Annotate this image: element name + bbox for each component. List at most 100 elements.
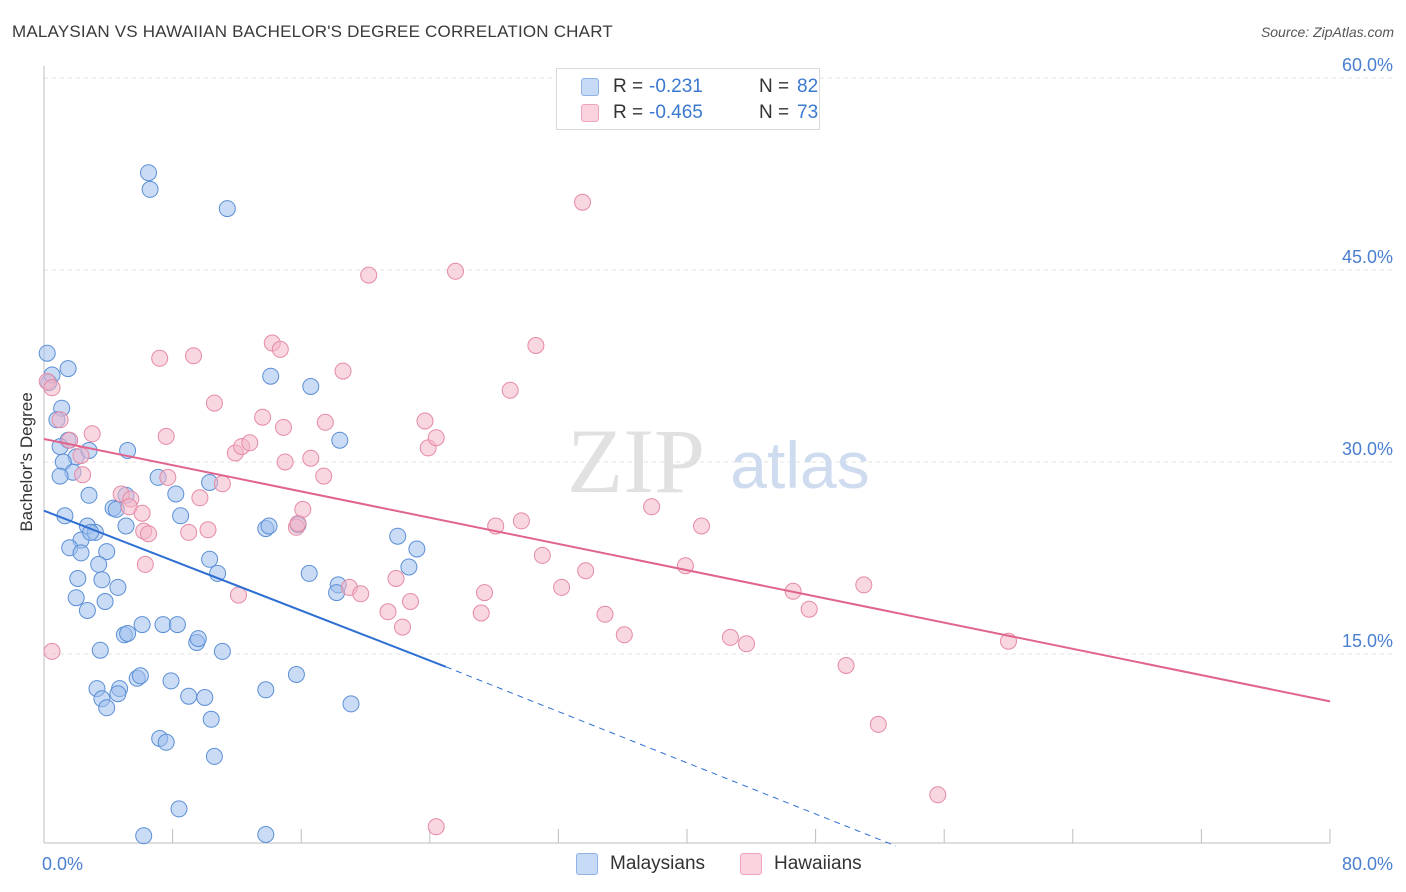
y-tick-label: 15.0% xyxy=(1342,631,1393,651)
hawaiians-point xyxy=(447,262,464,280)
hawaiians-point xyxy=(302,449,320,467)
chart-title: MALAYSIAN VS HAWAIIAN BACHELOR'S DEGREE … xyxy=(12,22,613,41)
hawaiians-point xyxy=(72,447,90,465)
malaysians-point xyxy=(67,589,85,607)
hawaiians-point xyxy=(51,411,69,429)
hawaiians-point xyxy=(387,570,405,587)
hawaiians-point xyxy=(596,605,614,623)
hawaiians-point xyxy=(136,555,154,573)
hawaiians-point xyxy=(276,453,294,471)
hawaiians-point xyxy=(133,504,151,522)
hawaiians-point xyxy=(205,394,223,412)
y-tick-label: 60.0% xyxy=(1342,55,1393,75)
malaysians-point xyxy=(154,616,172,634)
hawaiians-point xyxy=(416,412,434,430)
malaysians-legend-swatch xyxy=(576,853,598,875)
y-tick-label: 30.0% xyxy=(1342,439,1393,459)
malaysians-point xyxy=(331,431,349,449)
legend-label: Malaysians xyxy=(610,853,706,874)
malaysians-point xyxy=(202,710,220,728)
hawaiians-point xyxy=(230,586,247,604)
malaysians-point xyxy=(257,681,275,699)
gridlines xyxy=(44,77,1394,655)
hawaiians-point xyxy=(476,584,493,602)
hawaiians-point xyxy=(294,500,312,518)
hawaiians-point xyxy=(577,562,595,580)
hawaiians-trend-line xyxy=(43,437,1331,703)
malaysians-point xyxy=(162,672,180,690)
malaysians-point xyxy=(90,555,108,573)
hawaiians-point xyxy=(527,337,545,354)
malaysians-point xyxy=(98,543,116,561)
hawaiians-point xyxy=(427,429,445,447)
malaysians-point xyxy=(218,200,236,218)
hawaiians-point xyxy=(185,347,202,365)
malaysians-point xyxy=(180,687,198,705)
malaysians-point xyxy=(389,527,407,545)
hawaiians-point xyxy=(83,425,101,443)
watermark-zip: ZIP xyxy=(567,410,705,512)
malaysians-point xyxy=(262,367,280,385)
malaysians-point xyxy=(96,593,114,610)
malaysians-point xyxy=(196,689,214,706)
hawaiians-swatch xyxy=(581,104,599,122)
malaysians-point xyxy=(170,800,188,818)
hawaiians-point xyxy=(379,603,397,621)
hawaiians-point xyxy=(533,546,551,564)
malaysians-point xyxy=(408,540,426,558)
hawaiians-point xyxy=(316,413,334,431)
hawaiians-point xyxy=(472,604,490,622)
malaysians-point xyxy=(80,486,98,504)
hawaiians-point xyxy=(929,786,947,804)
hawaiians-point xyxy=(721,628,739,646)
malaysians-point xyxy=(141,180,159,198)
hawaiians-point xyxy=(512,512,530,530)
hawaiians-point xyxy=(140,525,157,543)
hawaiians-point xyxy=(693,517,710,535)
hawaiians-point xyxy=(43,642,61,660)
n-label: N = xyxy=(759,76,790,97)
hawaiians-point xyxy=(738,635,755,653)
malaysians-point xyxy=(135,827,153,845)
r-value: -0.465 xyxy=(649,102,703,123)
n-label: N = xyxy=(759,102,790,123)
malaysians-point xyxy=(213,642,231,660)
malaysians-point xyxy=(400,558,418,576)
r-label: R = xyxy=(613,102,644,123)
hawaiians-point xyxy=(334,362,352,380)
hawaiians-point xyxy=(159,468,177,486)
malaysians-point xyxy=(109,685,127,703)
hawaiians-point xyxy=(352,585,370,603)
hawaiians-point xyxy=(394,618,411,636)
hawaiians-point xyxy=(800,600,818,618)
hawaiians-point xyxy=(360,266,378,284)
malaysians-point xyxy=(109,578,127,596)
hawaiians-point xyxy=(869,715,887,733)
hawaiians-point xyxy=(553,578,571,596)
malaysians-point xyxy=(205,747,223,765)
malaysians-point xyxy=(72,544,90,562)
stats-legend: R = -0.231 N = 82 R = -0.465 N = 73 xyxy=(556,68,820,130)
malaysians-point xyxy=(51,467,69,485)
hawaiians-point xyxy=(213,475,231,493)
hawaiians-point xyxy=(241,434,259,452)
malaysians-point xyxy=(131,667,149,685)
legend-label: Hawaiians xyxy=(774,853,862,874)
n-value: 73 xyxy=(797,102,819,123)
r-value: -0.231 xyxy=(649,76,703,97)
malaysians-point xyxy=(38,344,56,362)
hawaiians-point xyxy=(427,818,445,836)
malaysians-point xyxy=(119,625,137,642)
malaysians-point xyxy=(133,616,151,634)
malaysians-point xyxy=(300,564,318,582)
malaysians-point xyxy=(117,517,135,535)
hawaiians-point xyxy=(402,593,419,610)
hawaiians-point xyxy=(837,657,855,674)
malaysians-point xyxy=(69,570,87,587)
hawaiians-point xyxy=(275,418,292,436)
hawaiians-point xyxy=(574,193,591,211)
hawaiians-point xyxy=(254,408,272,426)
x-tick-label: 0.0% xyxy=(42,854,83,874)
hawaiians-legend-swatch xyxy=(740,853,762,875)
